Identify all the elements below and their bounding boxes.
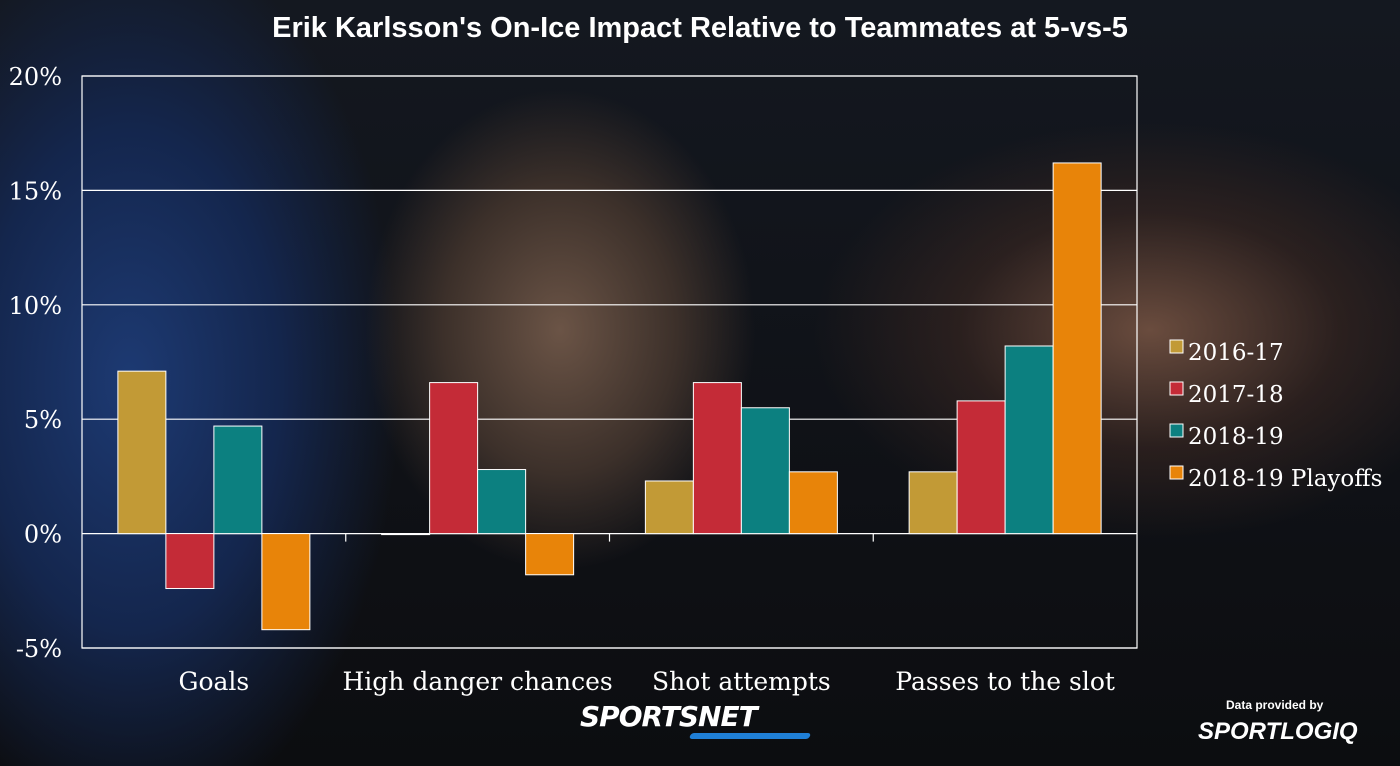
legend: 2016-17 2017-18 2018-19 2018-19 Playoffs — [1169, 339, 1382, 492]
legend-swatch — [1169, 339, 1184, 354]
bar — [477, 469, 527, 535]
bars — [117, 162, 1102, 631]
bar — [908, 471, 958, 535]
bar — [740, 407, 790, 535]
x-tick-label: High danger chances — [342, 667, 612, 696]
legend-label: 2016-17 — [1188, 340, 1284, 366]
y-tick-label: 5% — [24, 406, 62, 434]
sportsnet-logo: SPORTSNET — [580, 700, 758, 733]
legend-label: 2018-19 — [1188, 424, 1284, 450]
legend-label: 2017-18 — [1188, 382, 1284, 408]
sportlogiq-logo: SPORTLOGIQ — [1198, 718, 1358, 745]
bar — [381, 533, 431, 536]
chart-title: Erik Karlsson's On-Ice Impact Relative t… — [272, 12, 1128, 44]
bar — [525, 533, 575, 576]
bar — [1004, 345, 1054, 535]
legend-swatch — [1169, 465, 1184, 480]
x-tick-label: Passes to the slot — [895, 667, 1115, 696]
y-tick-label: 20% — [9, 63, 62, 91]
data-credit-label: Data provided by — [1226, 698, 1324, 712]
bar — [117, 370, 167, 535]
bar — [956, 400, 1006, 535]
axes: 20% 15% 10% 5% 0% -5% Goals High danger chances… — [9, 63, 1138, 696]
bar — [261, 533, 311, 631]
y-tick-label: 10% — [9, 292, 62, 320]
bar — [644, 480, 694, 535]
bar — [692, 382, 742, 535]
y-tick-label: 15% — [9, 177, 62, 205]
x-tick-label: Shot attempts — [652, 667, 831, 696]
bar — [1052, 162, 1102, 535]
bar — [213, 425, 263, 535]
grid-lines — [82, 75, 1137, 649]
x-tick-label: Goals — [178, 667, 249, 696]
bar — [429, 382, 479, 535]
y-tick-label: -5% — [16, 635, 62, 663]
sportsnet-swoosh — [688, 733, 812, 739]
bar — [788, 471, 838, 535]
legend-swatch — [1169, 381, 1184, 396]
legend-swatch — [1169, 423, 1184, 438]
legend-label: 2018-19 Playoffs — [1188, 466, 1382, 492]
bar — [165, 533, 215, 590]
y-tick-label: 0% — [24, 521, 62, 549]
plot-frame — [81, 75, 1138, 649]
